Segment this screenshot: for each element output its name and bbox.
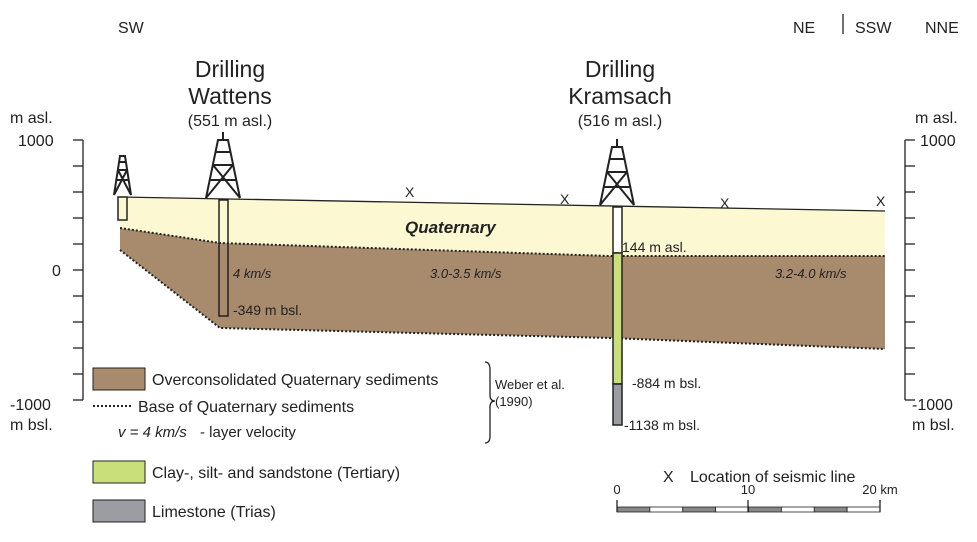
axis-label: 0: [52, 263, 61, 280]
scale-segment: [716, 507, 749, 512]
drilling-title: Wattens: [188, 83, 272, 109]
direction: NNE: [925, 20, 959, 37]
legend-swatch: [93, 500, 145, 522]
axis-label: -1000: [912, 397, 953, 414]
legend-label: Overconsolidated Quaternary sediments: [152, 372, 438, 389]
drilling-title: Drilling: [195, 56, 265, 82]
depth-label: -884 m bsl.: [632, 375, 701, 391]
derrick: [114, 132, 634, 205]
drilling-elevation: (516 m asl.): [578, 113, 662, 130]
direction: SSW: [855, 20, 892, 37]
right-axis: m asl. 1000 -1000 m bsl.: [905, 110, 958, 434]
borehole: [613, 207, 622, 253]
scale-segment: [650, 507, 683, 512]
scale-segment: [814, 507, 847, 512]
scale-segment: [683, 507, 716, 512]
drilling-title: Kramsach: [568, 83, 672, 109]
seismic-mark: X: [405, 184, 415, 200]
legend-symbol: X: [663, 469, 674, 486]
legend-label: - layer velocity: [200, 424, 296, 441]
velocity: 4 km/s: [233, 266, 272, 281]
axis-label: -1000: [10, 397, 51, 414]
scale-segment: [749, 507, 782, 512]
axis-label: 1000: [920, 133, 956, 150]
legend-label: Location of seismic line: [690, 469, 856, 486]
scale-label: 20 km: [862, 482, 897, 497]
velocity: 3.0-3.5 km/s: [430, 266, 502, 281]
scale-segment: [617, 507, 650, 512]
reference: Weber et al.: [495, 377, 565, 392]
scale-bar: [617, 500, 880, 512]
scale-segment: [781, 507, 814, 512]
layer-label: Quaternary: [405, 218, 497, 237]
depth-label: -349 m bsl.: [233, 302, 302, 318]
borehole-tertiary: [613, 253, 622, 384]
legend-swatch: [93, 461, 145, 483]
drilling-title: Drilling: [585, 56, 655, 82]
legend-swatch: [93, 368, 145, 390]
legend-label: Base of Quaternary sediments: [138, 399, 354, 416]
depth-label: 144 m asl.: [622, 239, 687, 255]
axis-unit: m asl.: [915, 110, 958, 127]
reference: (1990): [495, 394, 533, 409]
legend-symbol: v = 4 km/s: [118, 424, 187, 441]
depth-label: -1138 m bsl.: [624, 417, 700, 433]
brace: [485, 362, 495, 443]
left-axis: m asl. 1000 0 -1000 m bsl.: [10, 110, 83, 434]
axis-unit: m asl.: [10, 110, 53, 127]
seismic-mark: X: [720, 195, 730, 211]
cross-section: SW NE SSW NNE Drilling Wattens (551 m as…: [0, 0, 977, 542]
borehole-trias: [613, 384, 622, 425]
axis-unit: m bsl.: [10, 417, 53, 434]
direction: SW: [118, 20, 145, 37]
axis-unit: m bsl.: [912, 417, 955, 434]
scale-segment: [847, 507, 880, 512]
borehole: [118, 197, 127, 220]
legend-label: Clay-, silt- and sandstone (Tertiary): [152, 465, 400, 482]
legend-label: Limestone (Trias): [152, 504, 276, 521]
scale-label: 0: [613, 482, 620, 497]
drilling-elevation: (551 m asl.): [188, 113, 272, 130]
seismic-mark: X: [876, 193, 886, 209]
scale-label: 10: [741, 482, 755, 497]
seismic-mark: X: [560, 191, 570, 207]
axis-label: 1000: [18, 133, 54, 150]
direction: NE: [793, 20, 815, 37]
velocity: 3.2-4.0 km/s: [775, 266, 847, 281]
